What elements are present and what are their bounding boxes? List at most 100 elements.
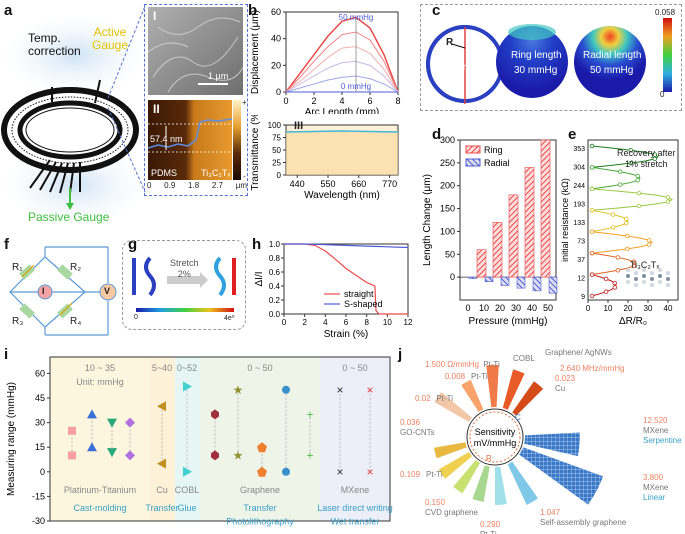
afm-x-ticks: 0 0.9 1.8 2.7 μm (147, 181, 247, 190)
j-sub: Linear (643, 493, 666, 502)
e-point (589, 143, 595, 149)
b2-xlabel: Wavelength (nm) (304, 190, 380, 200)
b2-ytick-label: 50 (272, 146, 281, 155)
panel-label-a: a (4, 2, 13, 19)
i-ytick-label: 30 (35, 418, 45, 428)
i-min-marker (282, 467, 290, 476)
d-bar-ring (476, 249, 487, 278)
i-max-marker (157, 401, 166, 412)
e-trace (591, 166, 641, 190)
j-sub: Serpentine (643, 436, 682, 445)
e-atom (666, 277, 670, 281)
d-bar-radial (548, 276, 558, 294)
e-point (635, 178, 640, 183)
j-petal (461, 379, 484, 412)
i-max-marker (107, 418, 117, 428)
d-xtick-label: 0 (465, 303, 470, 313)
b2-xtick-label: 550 (320, 179, 335, 189)
e-atom (658, 268, 662, 272)
b1-ytick-label: 60 (271, 7, 281, 17)
i-max-marker (257, 442, 267, 453)
d-legend-radial: Radial (484, 158, 510, 168)
pdms-label: PDMS (151, 168, 178, 178)
e-ytick-label: 9 (581, 294, 585, 301)
e-atom (666, 271, 670, 275)
afm-cb-top: + (242, 98, 247, 107)
d-ytick-label: 150 (440, 204, 455, 214)
j-value: 1.500 Ω/mmHg (425, 360, 479, 369)
e-trace (591, 188, 674, 211)
g-cb-min: 0 (134, 314, 138, 321)
chart-h-current: 0 2 4 6 8 10 12 0.0 0.2 0.4 0.6 0.8 1.0 straightS-sha… (254, 240, 413, 340)
b1-ytick-label: 40 (271, 34, 281, 44)
panel-label-d: d (432, 126, 442, 143)
f-r2: R₂ (70, 262, 82, 273)
i-ylabel: Measuring range (mmHg) (6, 382, 17, 496)
panel-label-g: g (128, 236, 138, 253)
f-r1: R₁ (12, 262, 23, 273)
d-legend-ring: Ring (484, 145, 503, 155)
panel-label-j: j (398, 346, 403, 363)
e-point (652, 156, 657, 162)
i-range-label: 0 ~ 50 (247, 363, 272, 373)
b1-series-name-top: 50 mmHg (339, 13, 374, 22)
h-legend-label: straight (344, 289, 374, 299)
e-atom (626, 280, 630, 284)
i-min-marker (211, 450, 219, 461)
i-group-name: MXene (341, 485, 370, 495)
e-point (624, 220, 629, 226)
c-pressure-10: 10 mmHg (446, 62, 490, 73)
e-point (665, 195, 671, 200)
i-method-label: Transfer (145, 503, 178, 513)
j-name: MXene (643, 426, 669, 435)
active-gauge-label: Active Gauge (92, 25, 129, 52)
e-atom (626, 268, 630, 272)
i-min-marker (125, 450, 135, 461)
e-point (615, 268, 621, 273)
e-point (631, 263, 637, 269)
i-group-name: Cu (156, 485, 168, 495)
chart-i-measuring-range: -30 -15 0 15 30 45 60 Measuring range (mmHg) 10 … (6, 356, 393, 526)
i-group-name: Platinum-Titanium (64, 485, 136, 495)
afm-colorbar (233, 100, 241, 180)
h-legend-label: S-shaped (344, 299, 383, 309)
j-petal (507, 461, 539, 505)
afm-height-label: 57.4 nm (150, 134, 183, 144)
j-petal (438, 452, 473, 479)
i-method-label: Laser direct writing (317, 503, 393, 513)
i-ytick-label: -30 (32, 516, 45, 526)
b2-xtick-label: 770 (382, 179, 397, 189)
f-r3: R₃ (12, 316, 24, 327)
j-petal (495, 466, 507, 505)
j-name: CVD graphene (425, 508, 478, 517)
j-name: Graphene/ AgNWs (545, 348, 612, 357)
b2-xtick-label: 440 (290, 179, 305, 189)
e-trace (591, 231, 653, 254)
e-mxene: Ti₃C₂Tₓ (630, 260, 660, 270)
j-value: 0.150 (425, 498, 446, 507)
e-point (589, 250, 595, 256)
e-point (610, 212, 616, 217)
b1-ytick-label: 0 (276, 87, 281, 97)
i-max-marker (183, 381, 192, 392)
e-xlabel: ΔR/R₀ (619, 316, 647, 327)
d-xtick-label: 10 (479, 303, 489, 313)
b1-ylabel: Displacement (μm) (250, 10, 261, 94)
j-value: 0.109 (400, 470, 421, 479)
b1-series-line (285, 75, 399, 93)
j-value: 0.02 (415, 394, 431, 403)
afm-image (148, 100, 232, 180)
d-xtick-label: 50 (543, 303, 553, 313)
e-xtick-label: 40 (664, 304, 673, 313)
f-v: V (104, 286, 111, 296)
h-ytick-label: 0.8 (269, 254, 281, 263)
d-ytick-label: 200 (440, 181, 455, 191)
e-point (589, 165, 595, 170)
e-point (612, 285, 618, 290)
i-method-label-2: Wet transfer (331, 516, 380, 526)
e-ylabel: initial resistance (kΩ) (560, 178, 570, 262)
h-ytick-label: 0.6 (269, 268, 281, 277)
scalebar-label: 1 μm (208, 71, 229, 81)
e-atom (642, 280, 646, 284)
panel-g-strain-diagram (132, 256, 236, 312)
